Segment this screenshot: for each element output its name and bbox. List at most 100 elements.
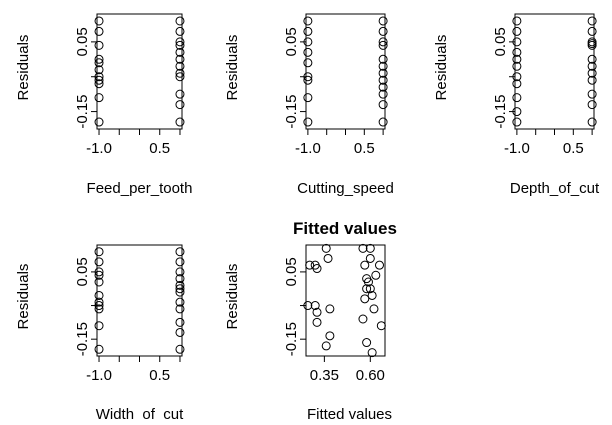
y-axis-label: Residuals <box>15 264 32 330</box>
y-tick-label: -0.15 <box>74 322 91 356</box>
data-point <box>587 89 597 99</box>
data-point <box>323 253 333 263</box>
data-point <box>175 47 185 57</box>
y-tick-label: -0.15 <box>283 94 300 128</box>
data-point <box>175 68 185 78</box>
data-point <box>312 264 322 274</box>
data-point <box>175 16 185 26</box>
x-tick-label: 0.5 <box>354 140 375 157</box>
data-point <box>367 290 377 300</box>
data-point <box>367 348 377 358</box>
data-point <box>374 260 384 270</box>
panel-depth-of-cut: -1.0 0.5 -0.15 0.05 Depth_of_cut Residuals <box>433 13 600 197</box>
data-point <box>175 267 185 277</box>
data-point <box>175 37 185 47</box>
data-point <box>175 280 185 290</box>
panel-fitted-values: Fitted values 0.35 0.60 -0.15 0.05 Fitted … <box>224 219 397 423</box>
y-tick-label: -0.15 <box>492 94 509 128</box>
data-point <box>175 72 185 82</box>
data-point <box>371 270 381 280</box>
data-point <box>94 93 104 103</box>
data-point <box>175 247 185 257</box>
data-point <box>378 16 388 26</box>
data-point <box>303 47 313 57</box>
y-axis-label: Residuals <box>224 264 241 330</box>
data-point <box>94 277 104 287</box>
y-tick-label: 0.05 <box>283 257 300 286</box>
data-point <box>365 243 375 253</box>
x-tick-label: -1.0 <box>295 140 321 157</box>
x-axis-label: Width of cut <box>96 406 184 423</box>
data-point <box>94 270 104 280</box>
data-point <box>175 297 185 307</box>
data-point <box>175 40 185 50</box>
data-point <box>94 304 104 314</box>
data-point <box>587 16 597 26</box>
data-point <box>175 304 185 314</box>
y-tick-label: 0.05 <box>74 27 91 56</box>
x-tick-label: 0.5 <box>149 140 170 157</box>
y-tick-label: 0.05 <box>283 27 300 56</box>
data-point <box>303 93 313 103</box>
data-point <box>94 75 104 85</box>
x-tick-label: 0.5 <box>563 140 584 157</box>
data-point <box>512 26 522 36</box>
y-tick-label: 0.05 <box>492 27 509 56</box>
data-point <box>365 284 375 294</box>
data-point <box>358 314 368 324</box>
x-axis-label: Fitted values <box>307 406 392 423</box>
data-point <box>587 68 597 78</box>
data-point <box>94 58 104 68</box>
data-point <box>587 26 597 36</box>
data-point <box>587 61 597 71</box>
data-point <box>305 260 315 270</box>
data-point <box>378 26 388 36</box>
data-point <box>94 54 104 64</box>
data-point <box>378 89 388 99</box>
data-point <box>360 294 370 304</box>
data-point <box>303 26 313 36</box>
x-tick-label: 0.60 <box>356 367 385 384</box>
data-point <box>175 344 185 354</box>
data-point <box>312 317 322 327</box>
plot-frame <box>305 244 386 357</box>
y-axis-label: Residuals <box>224 35 241 101</box>
data-point <box>175 61 185 71</box>
data-point <box>362 338 372 348</box>
data-point <box>376 321 386 331</box>
data-point <box>94 16 104 26</box>
data-point <box>175 327 185 337</box>
x-tick-label: -1.0 <box>504 140 530 157</box>
data-point <box>362 284 372 294</box>
data-point <box>94 297 104 307</box>
data-point <box>512 16 522 26</box>
data-point <box>175 100 185 110</box>
data-point <box>378 82 388 92</box>
data-point <box>94 321 104 331</box>
data-point <box>378 117 388 127</box>
chart-title: Fitted values <box>293 219 397 238</box>
data-point <box>310 301 320 311</box>
data-point <box>378 75 388 85</box>
data-point <box>378 37 388 47</box>
x-axis-label: Cutting_speed <box>297 180 394 197</box>
data-point <box>94 65 104 75</box>
data-point <box>587 100 597 110</box>
x-tick-label: -1.0 <box>86 140 112 157</box>
x-tick-label: -1.0 <box>86 367 112 384</box>
data-point <box>325 304 335 314</box>
data-point <box>587 40 597 50</box>
panel-feed-per-tooth: -1.0 0.5 -0.15 0.05 Feed_per_tooth Residua… <box>15 13 192 197</box>
data-point <box>175 54 185 64</box>
data-point <box>587 54 597 64</box>
y-axis-label: Residuals <box>433 35 450 101</box>
data-point <box>175 89 185 99</box>
panel-width-of-cut: -1.0 0.5 -0.15 0.05 Width of cut Residuals <box>15 244 185 423</box>
y-tick-label: -0.15 <box>74 94 91 128</box>
data-point <box>175 117 185 127</box>
data-point <box>378 100 388 110</box>
data-point <box>175 26 185 36</box>
data-point <box>321 243 331 253</box>
data-point <box>175 317 185 327</box>
